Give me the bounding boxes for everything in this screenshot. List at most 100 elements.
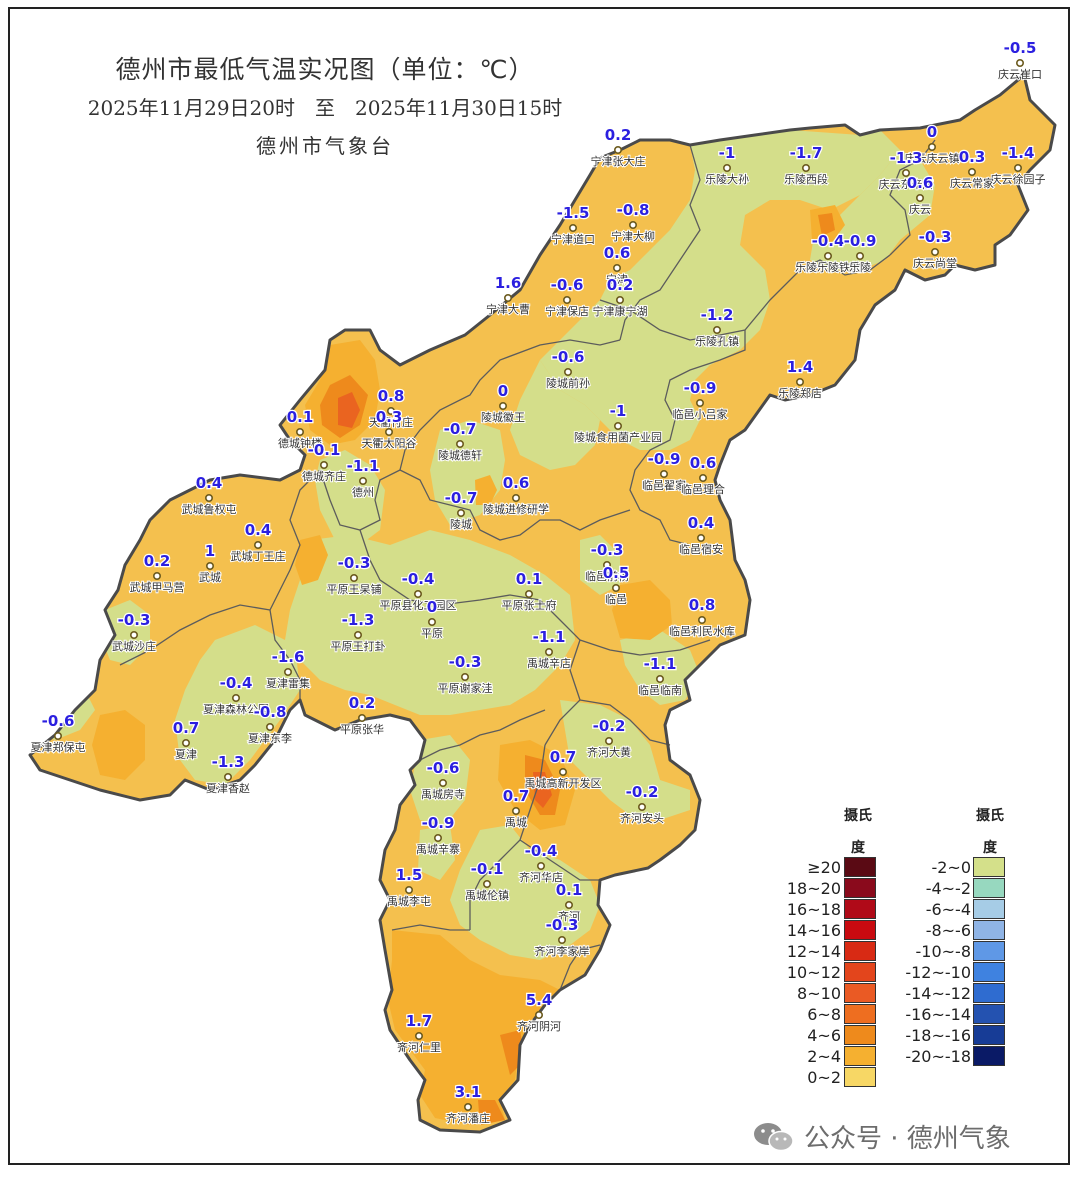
station-name: 夏津东李 [248,731,292,745]
station-marker [637,802,646,811]
station-value: 0.6 [907,174,934,192]
station-8: 0.2 宁津张大庄 [590,125,647,169]
station-marker [511,806,520,815]
station-value: -1.3 [342,611,375,629]
station-name: 庆云常家 [950,176,994,190]
station-name: 禹城辛寨 [416,842,460,856]
station-value: -0.9 [844,232,877,250]
legend-label: 4~6 [807,1026,841,1045]
station-11: -1.5 宁津道口 [550,203,596,247]
station-name: 夏津 [175,748,197,761]
station-value: 1.4 [787,358,814,376]
legend-label: -8~-6 [925,921,971,940]
station-23: 0.3 天衢太阳谷 [361,407,418,451]
station-marker [801,164,810,173]
station-21: 1.4 乐陵郑店 [777,357,823,401]
station-name: 陵城德轩 [438,448,482,462]
station-name: 宁津大曹 [486,302,530,316]
station-name: 齐河安头 [620,811,664,825]
station-marker [349,573,358,582]
station-marker [722,164,731,173]
station-value: -1 [719,144,736,162]
station-name: 平原 [421,627,443,640]
station-marker [384,427,393,436]
watermark: 公众号 · 德州气象 [752,1118,1011,1155]
legend-item: -4~-2 [0,878,1080,899]
station-marker [612,263,621,272]
station-name: 临邑理合 [681,482,725,496]
legend-label: -16~-14 [905,1005,971,1024]
station-marker [557,935,566,944]
station-36: 0.4 临邑宿安 [678,513,724,557]
station-35: -0.7 陵城 [443,488,478,532]
station-marker [1013,164,1022,173]
legend-cold-header: 摄氏度 [976,808,1004,856]
station-52: -1.1 临邑临南 [637,654,683,698]
legend-item: 16~18 [0,899,1080,920]
legend-item: 14~16 [0,920,1080,941]
station-value: -1.1 [644,655,677,673]
legend-swatch [973,1004,1005,1024]
station-value: 0.4 [245,521,272,539]
station-43: 0.5 临邑 [601,563,630,607]
legend-swatch [973,983,1005,1003]
legend-swatch [844,920,876,940]
legend-item: -16~-14 [0,1004,1080,1025]
station-value: -0.1 [308,441,341,459]
station-value: 0.2 [144,552,171,570]
station-27: -1 陵城食用菌产业园 [573,401,663,445]
station-9: -1 乐陵大孙 [704,143,750,187]
station-name: 乐陵大孙 [705,172,749,186]
station-name: 齐河阴河 [517,1019,561,1033]
legend-swatch [973,941,1005,961]
station-marker [414,1032,423,1041]
station-value: -0.2 [626,783,659,801]
station-name: 齐河仁里 [397,1040,441,1054]
station-marker [564,900,573,909]
station-value: 1.7 [406,1012,433,1030]
legend-swatch [844,941,876,961]
station-name: 德城齐庄 [302,469,346,483]
station-marker [433,833,442,842]
station-63: -0.2 齐河安头 [619,782,665,826]
station-15: -0.9 乐陵 [842,231,877,275]
station-name: 临邑宿安 [679,542,723,556]
station-value: -0.6 [551,276,584,294]
legend-item: 0~2 [0,1067,1080,1088]
station-name: 天衢付庄 [369,415,413,429]
map-title: 德州市最低气温实况图（单位：℃） [115,55,535,84]
station-69: -0.3 齐河李家岸 [534,915,591,959]
station-40: -0.3 平原王杲铺 [326,553,383,597]
station-value: 0.4 [688,514,715,532]
station-20: -0.6 陵城前孙 [545,347,591,391]
station-22: 0.8 天衢付庄 [368,386,414,430]
station-marker [205,493,214,502]
station-name: 天衢太阳谷 [362,437,417,450]
station-name: 齐河 [558,909,580,923]
station-16: 1.6 宁津大曹 [485,273,531,317]
station-marker [456,508,465,517]
legend-label: 18~20 [786,879,841,898]
station-value: -0.6 [42,712,75,730]
station-value: -0.9 [648,450,681,468]
station-value: -0.9 [684,379,717,397]
station-marker [536,861,545,870]
station-value: -0.7 [445,489,478,507]
station-53: -0.4 夏津森林公园 [202,673,270,717]
station-value: -0.4 [402,570,435,588]
station-marker [696,533,705,542]
station-marker [927,143,936,152]
station-marker [353,630,362,639]
station-name: 齐河潘庄 [446,1111,490,1125]
station-name: 庆云徐园子 [991,172,1046,186]
station-value: -0.7 [444,420,477,438]
station-57: 0.7 夏津 [171,718,200,762]
station-name: 武城甲马营 [130,580,185,594]
station-17: -0.6 宁津保店 [544,275,590,319]
station-marker [498,401,507,410]
station-value: 0.7 [550,748,577,766]
station-name: 临邑临南 [638,683,682,697]
legend-item: -12~-10 [0,962,1080,983]
station-name: 乐陵孔镇 [695,334,739,348]
station-value: -1.3 [212,753,245,771]
